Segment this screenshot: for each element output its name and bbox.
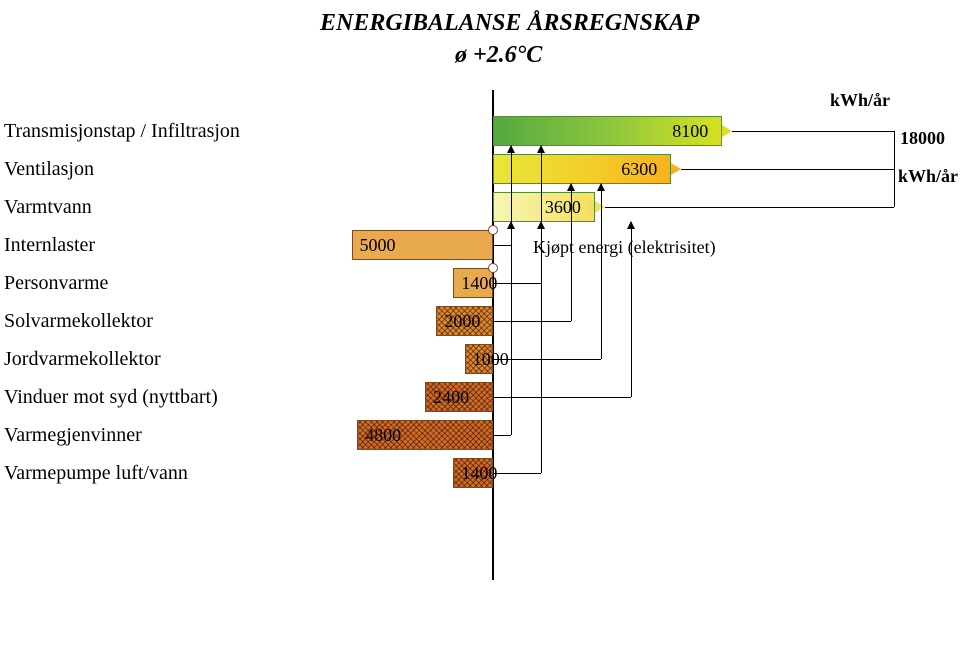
- demand-label-1: Ventilasjon: [4, 158, 304, 181]
- legend-label: Kjøpt energi (elektrisitet): [533, 237, 716, 258]
- demand-value-0: 8100: [672, 121, 708, 142]
- demand-value-2: 3600: [545, 197, 581, 218]
- supply-label-3: Jordvarmekollektor: [4, 348, 304, 371]
- conn-h-4: [493, 397, 631, 398]
- conn-arrow-1: [537, 145, 545, 153]
- supply-value-0: 5000: [360, 235, 396, 256]
- unit-label-bot: kWh/år: [898, 166, 958, 187]
- supply-marker-1: [488, 263, 498, 273]
- supply-label-1: Personvarme: [4, 272, 304, 295]
- supply-value-5: 4800: [365, 425, 401, 446]
- conn-h-6: [493, 473, 541, 474]
- conn-arrow-6: [537, 221, 545, 229]
- demand-label-0: Transmisjonstap / Infiltrasjon: [4, 120, 304, 143]
- conn-h-2: [493, 321, 571, 322]
- conn-v-4: [631, 222, 632, 397]
- supply-value-4: 2400: [433, 387, 469, 408]
- conn-h-3: [493, 359, 601, 360]
- supply-marker-0: [488, 225, 498, 235]
- conn-arrow-3: [597, 183, 605, 191]
- total-merge-h-2: [605, 207, 894, 208]
- conn-arrow-4: [627, 221, 635, 229]
- supply-label-6: Varmepumpe luft/vann: [4, 462, 304, 485]
- conn-h-5: [493, 435, 511, 436]
- unit-label-top: kWh/år: [830, 90, 890, 111]
- conn-h-0: [493, 245, 511, 246]
- demand-label-2: Varmtvann: [4, 196, 304, 219]
- total-conn-h: [732, 131, 894, 132]
- total-merge-h-1: [681, 169, 894, 170]
- conn-v-5: [511, 222, 512, 435]
- conn-h-1: [493, 283, 541, 284]
- supply-label-5: Varmegjenvinner: [4, 424, 304, 447]
- supply-value-6: 1400: [461, 463, 497, 484]
- demand-arrowhead-0: [722, 125, 732, 137]
- demand-arrowhead-2: [595, 201, 605, 213]
- conn-v-6: [541, 222, 542, 473]
- conn-arrow-0: [507, 145, 515, 153]
- chart-title-line1: ENERGIBALANSE ÅRSREGNSKAP: [320, 10, 699, 37]
- chart-stage: ENERGIBALANSE ÅRSREGNSKAP ø +2.6°C kWh/år 1…: [0, 0, 960, 649]
- supply-label-0: Internlaster: [4, 234, 304, 257]
- supply-label-2: Solvarmekollektor: [4, 310, 304, 333]
- conn-arrow-2: [567, 183, 575, 191]
- supply-value-2: 2000: [444, 311, 480, 332]
- supply-label-4: Vinduer mot syd (nyttbart): [4, 386, 304, 409]
- chart-title-line2: ø +2.6°C: [455, 42, 542, 69]
- total-value: 18000: [900, 128, 945, 149]
- supply-value-1: 1400: [461, 273, 497, 294]
- demand-value-1: 6300: [621, 159, 657, 180]
- demand-arrowhead-1: [671, 163, 681, 175]
- conn-v-3: [601, 184, 602, 359]
- total-merge-v-2: [894, 131, 895, 207]
- conn-v-2: [571, 184, 572, 321]
- conn-arrow-5: [507, 221, 515, 229]
